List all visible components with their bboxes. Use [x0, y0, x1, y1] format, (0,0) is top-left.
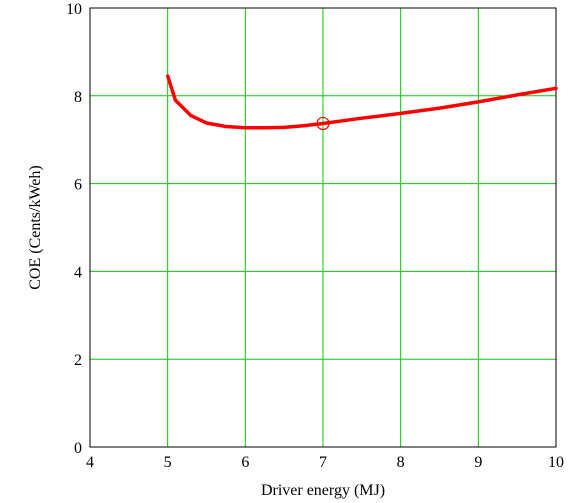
x-tick-label: 5 — [164, 454, 172, 471]
y-tick-label: 10 — [66, 1, 82, 18]
y-tick-label: 0 — [74, 440, 82, 457]
series-layer — [165, 74, 558, 131]
grid — [90, 8, 556, 447]
x-tick-label: 10 — [548, 454, 564, 471]
y-tick-label: 2 — [74, 352, 82, 369]
x-axis-label: Driver energy (MJ) — [261, 482, 385, 499]
y-tick-label: 8 — [74, 89, 82, 106]
x-tick-label: 7 — [319, 454, 327, 471]
y-tick-label: 6 — [74, 177, 82, 194]
x-axis-ticks: 4 5 6 7 8 9 10 — [86, 454, 564, 471]
x-tick-label: 9 — [474, 454, 482, 471]
plot-frame — [89, 7, 557, 448]
y-axis-ticks: 0 2 4 6 8 10 — [66, 1, 82, 457]
y-axis-label: COE (Cents/kWeh) — [27, 165, 44, 289]
x-tick-label: 8 — [397, 454, 405, 471]
y-tick-label: 4 — [74, 264, 82, 281]
series-line — [165, 74, 558, 130]
x-tick-label: 6 — [241, 454, 249, 471]
x-tick-label: 4 — [86, 454, 94, 471]
